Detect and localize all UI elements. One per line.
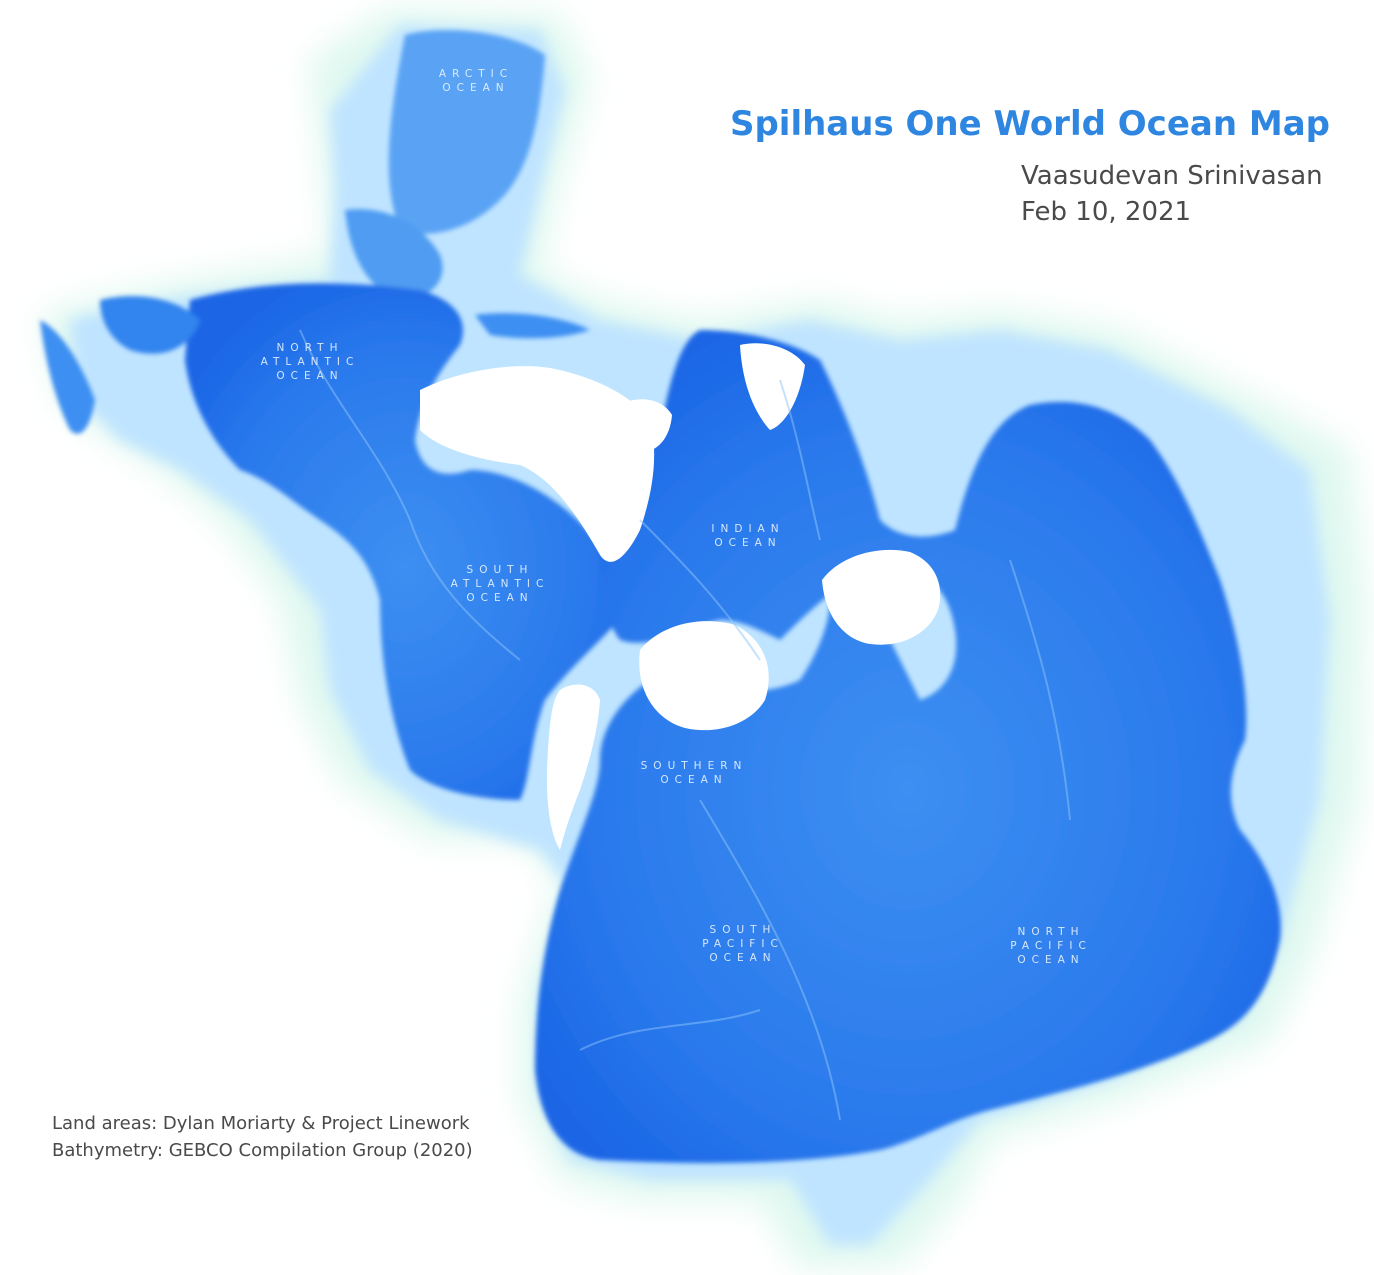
deep-ocean-layer [40, 30, 1281, 1163]
label-north-atlantic-line3: OCEAN [276, 370, 343, 382]
ridge-lines [299, 329, 1071, 1121]
label-southern-line2: OCEAN [660, 774, 727, 786]
label-north-pacific-line1: NORTH [1018, 926, 1085, 938]
antarctica-landmass [639, 621, 769, 731]
label-south-pacific-line3: OCEAN [709, 952, 776, 964]
land-masses [420, 343, 941, 850]
label-arctic-line2: OCEAN [442, 82, 509, 94]
label-north-atlantic-line2: ATLANTIC [261, 356, 360, 368]
label-south-atlantic-line1: SOUTH [467, 564, 534, 576]
label-south-atlantic-line3: OCEAN [466, 592, 533, 604]
south-america-landmass [546, 684, 600, 850]
ocean-labels: ARCTIC OCEAN NORTH ATLANTIC OCEAN SOUTH … [261, 68, 1092, 966]
label-southern-line1: SOUTHERN [641, 760, 748, 772]
credit-land: Land areas: Dylan Moriarty & Project Lin… [52, 1113, 470, 1134]
label-south-pacific-line1: SOUTH [710, 924, 777, 936]
label-north-atlantic-line1: NORTH [277, 342, 344, 354]
label-north-pacific-line2: PACIFIC [1010, 940, 1092, 952]
credits-block: Land areas: Dylan Moriarty & Project Lin… [52, 1110, 473, 1164]
map-date: Feb 10, 2021 [1021, 197, 1192, 227]
arabia-landmass [611, 399, 672, 453]
australia-landmass [822, 549, 941, 645]
label-south-atlantic-line2: ATLANTIC [451, 578, 550, 590]
label-north-pacific-line3: OCEAN [1017, 954, 1084, 966]
label-indian-line1: INDIAN [711, 523, 784, 535]
africa-landmass [420, 366, 655, 562]
label-indian-line2: OCEAN [714, 537, 781, 549]
map-title: Spilhaus One World Ocean Map [729, 104, 1330, 144]
label-south-pacific-line2: PACIFIC [702, 938, 784, 950]
author-block: Vaasudevan Srinivasan Feb 10, 2021 [1021, 158, 1323, 230]
author-name: Vaasudevan Srinivasan [1021, 161, 1323, 191]
label-arctic-line1: ARCTIC [439, 68, 513, 80]
credit-bathymetry: Bathymetry: GEBCO Compilation Group (202… [52, 1140, 473, 1161]
